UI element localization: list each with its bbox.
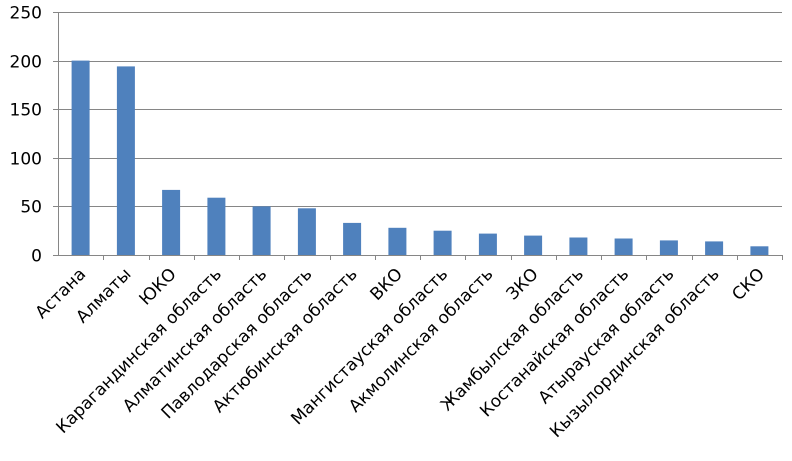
bars bbox=[71, 60, 769, 256]
axes bbox=[53, 12, 783, 260]
y-tick-label: 50 bbox=[20, 198, 42, 218]
bar bbox=[614, 238, 633, 255]
y-tick-label: 150 bbox=[10, 101, 42, 121]
category-label: ВКО bbox=[367, 264, 407, 304]
category-label: СКО bbox=[728, 264, 769, 305]
bar bbox=[252, 206, 271, 255]
bar bbox=[478, 233, 497, 255]
bar bbox=[297, 208, 316, 255]
bar bbox=[116, 66, 135, 256]
bar bbox=[705, 241, 724, 255]
y-tick-label: 200 bbox=[10, 53, 42, 73]
y-tick-label: 100 bbox=[10, 150, 42, 170]
bar bbox=[71, 60, 90, 255]
bar bbox=[162, 189, 181, 255]
category-label: ЗКО bbox=[503, 264, 543, 304]
y-tick-labels: 0 50 100 150 200 250 bbox=[10, 4, 42, 267]
bar bbox=[569, 237, 588, 255]
bar bbox=[659, 240, 678, 255]
bar bbox=[433, 230, 452, 255]
gridlines bbox=[58, 12, 782, 207]
bar bbox=[524, 235, 543, 255]
bar bbox=[207, 197, 226, 255]
bar bbox=[343, 222, 362, 255]
bar bbox=[388, 227, 407, 255]
bar bbox=[750, 246, 769, 255]
y-tick-label: 0 bbox=[31, 247, 42, 267]
y-tick-label: 250 bbox=[10, 4, 42, 24]
